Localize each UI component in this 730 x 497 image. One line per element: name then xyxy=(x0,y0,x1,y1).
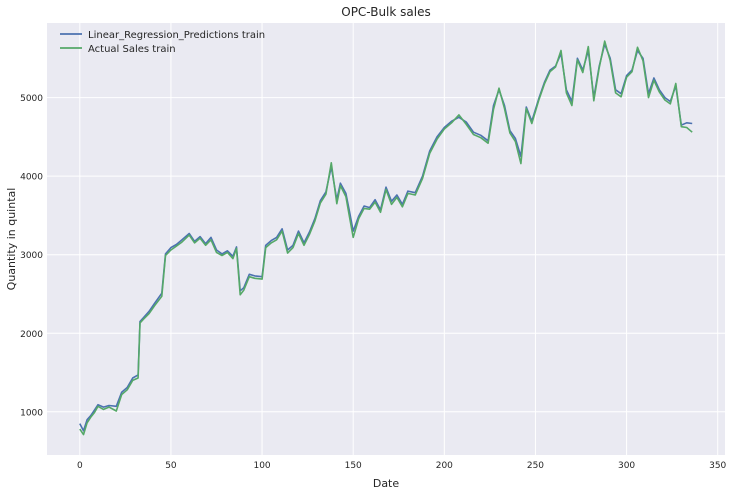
y-tick-label: 2000 xyxy=(20,330,43,340)
x-tick-label: 150 xyxy=(345,461,362,471)
legend: Linear_Regression_Predictions train Actu… xyxy=(60,30,265,55)
y-tick-label: 1000 xyxy=(20,408,43,418)
x-tick-label: 250 xyxy=(527,461,544,471)
y-tick-label: 4000 xyxy=(20,173,43,183)
y-tick-label: 3000 xyxy=(20,251,43,261)
x-tick-label: 100 xyxy=(253,461,270,471)
legend-label-predictions: Linear_Regression_Predictions train xyxy=(88,30,265,41)
y-tick-label: 5000 xyxy=(20,94,43,104)
plot-area xyxy=(47,23,725,455)
legend-label-actual: Actual Sales train xyxy=(88,44,176,55)
y-axis-label: Quantity in quintal xyxy=(5,188,18,291)
x-tick-label: 300 xyxy=(618,461,635,471)
grid-lines xyxy=(47,23,725,455)
x-tick-label: 50 xyxy=(165,461,177,471)
series-lines xyxy=(79,40,693,436)
series-line-1 xyxy=(79,40,693,436)
x-tick-labels: 0 50 100 150 200 250 300 350 xyxy=(77,461,727,471)
chart-title: OPC-Bulk sales xyxy=(341,5,430,19)
x-tick-label: 0 xyxy=(77,461,83,471)
x-tick-label: 200 xyxy=(436,461,453,471)
y-tick-labels: 1000 2000 3000 4000 5000 xyxy=(20,94,43,418)
x-tick-label: 350 xyxy=(709,461,726,471)
x-axis-label: Date xyxy=(373,477,400,490)
